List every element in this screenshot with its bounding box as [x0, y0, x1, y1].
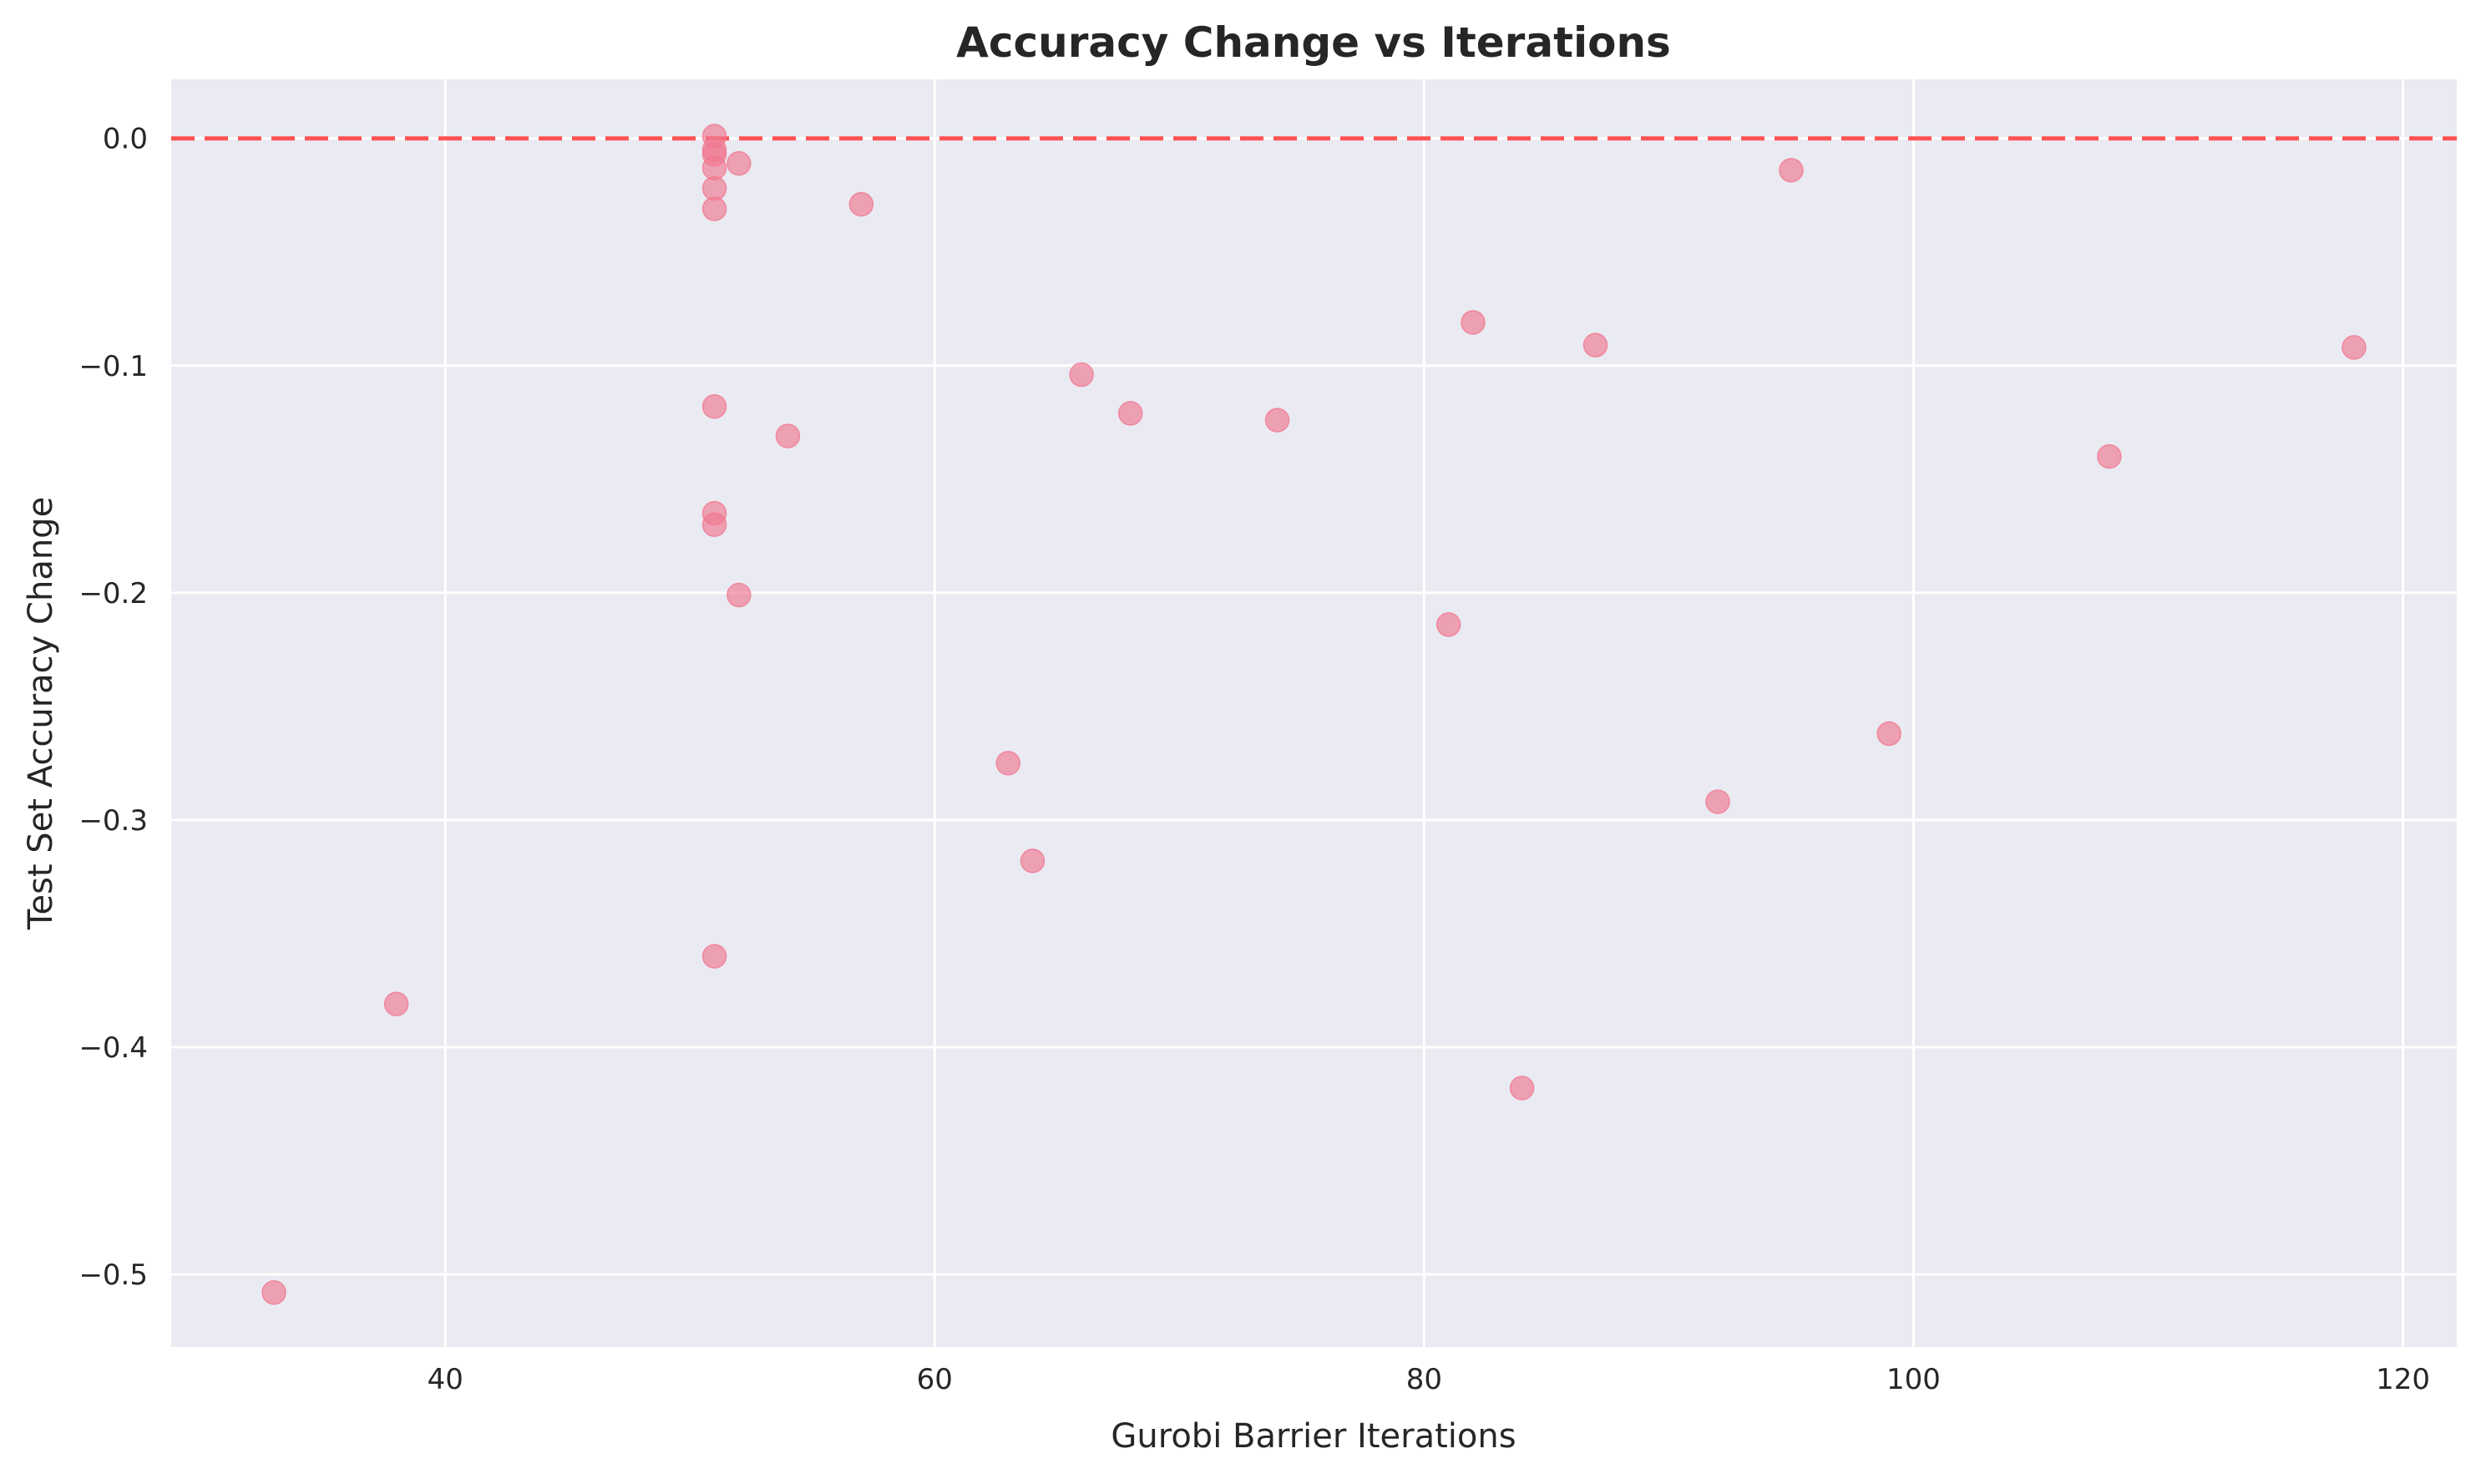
x-axis-label: Gurobi Barrier Iterations: [1111, 1417, 1516, 1456]
x-tick-label: 80: [1406, 1363, 1442, 1396]
y-tick-label: −0.1: [78, 350, 148, 383]
scatter-point: [1582, 332, 1608, 358]
scatter-point: [727, 582, 752, 608]
scatter-point: [701, 393, 727, 419]
y-tick-label: −0.3: [78, 804, 148, 838]
scatter-point: [1509, 1076, 1535, 1101]
y-axis-label: Test Set Accuracy Change: [22, 497, 60, 930]
scatter-point: [995, 751, 1020, 776]
scatter-point: [701, 196, 727, 221]
scatter-point: [1264, 408, 1290, 433]
chart-title: Accuracy Change vs Iterations: [956, 18, 1671, 67]
scatter-point: [1779, 158, 1804, 183]
scatter-point: [775, 423, 801, 448]
plot-area: [171, 79, 2457, 1347]
scatter-point: [261, 1279, 286, 1305]
scatter-point: [1705, 789, 1730, 814]
scatter-point: [2097, 443, 2122, 469]
y-tick-label: −0.5: [78, 1259, 148, 1292]
y-tick-label: −0.4: [78, 1031, 148, 1065]
scatter-point: [1435, 612, 1461, 637]
scatter-point: [1020, 848, 1046, 874]
x-tick-label: 40: [428, 1363, 463, 1396]
scatter-point: [1069, 362, 1094, 387]
data-points: [261, 124, 2367, 1305]
scatter-point: [701, 512, 727, 537]
scatter-point: [727, 150, 752, 176]
x-tick-label: 60: [917, 1363, 953, 1396]
scatter-point: [1876, 721, 1901, 747]
scatter-point: [383, 991, 409, 1016]
scatter-point: [2342, 335, 2367, 360]
y-tick-label: 0.0: [103, 123, 148, 156]
x-tick-labels: 40 60 80 100 120: [428, 1363, 2430, 1396]
y-tick-label: −0.2: [78, 577, 148, 610]
y-tick-labels: 0.0 −0.1 −0.2 −0.3 −0.4 −0.5: [78, 123, 148, 1292]
scatter-point: [1117, 401, 1143, 426]
scatter-point: [701, 944, 727, 969]
x-tick-label: 100: [1886, 1363, 1941, 1396]
x-tick-label: 120: [2376, 1363, 2430, 1396]
scatter-point: [1461, 310, 1486, 335]
scatter-point: [848, 191, 874, 217]
